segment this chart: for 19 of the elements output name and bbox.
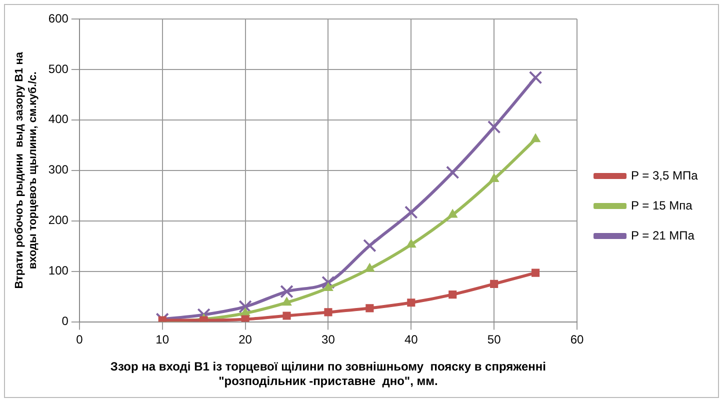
y-tick-label: 200 <box>48 213 69 228</box>
x-axis-title: Ззор на вході В1 із торцевої щілини по зовнішньому пояску в спряженні "розподільник -приставне дно", мм. <box>110 360 546 388</box>
legend-label: P = 21 МПа <box>631 228 695 242</box>
x-tick-label: 60 <box>570 332 584 346</box>
y-tick-label: 400 <box>48 112 69 126</box>
x-tick-label: 30 <box>322 332 336 346</box>
y-tick-label: 0 <box>62 314 69 328</box>
legend-label: P = 3,5 МПа <box>631 168 698 182</box>
legend-label: P = 15 Мпа <box>631 198 693 212</box>
x-tick-label: 50 <box>487 332 502 346</box>
x-tick-label: 40 <box>404 332 418 346</box>
x-tick-label: 0 <box>76 332 84 346</box>
y-tick-label: 500 <box>48 62 69 76</box>
y-tick-label: 600 <box>48 11 69 26</box>
x-tick-label: 20 <box>238 332 252 346</box>
y-axis-title: Втрати робочоъ рыдини выд зазору В1 на входы торцевоъ щылини, см.куб./с. <box>14 51 39 289</box>
x-tick-label: 10 <box>156 332 170 346</box>
y-tick-label: 300 <box>48 162 69 177</box>
y-tick-label: 100 <box>48 264 69 278</box>
